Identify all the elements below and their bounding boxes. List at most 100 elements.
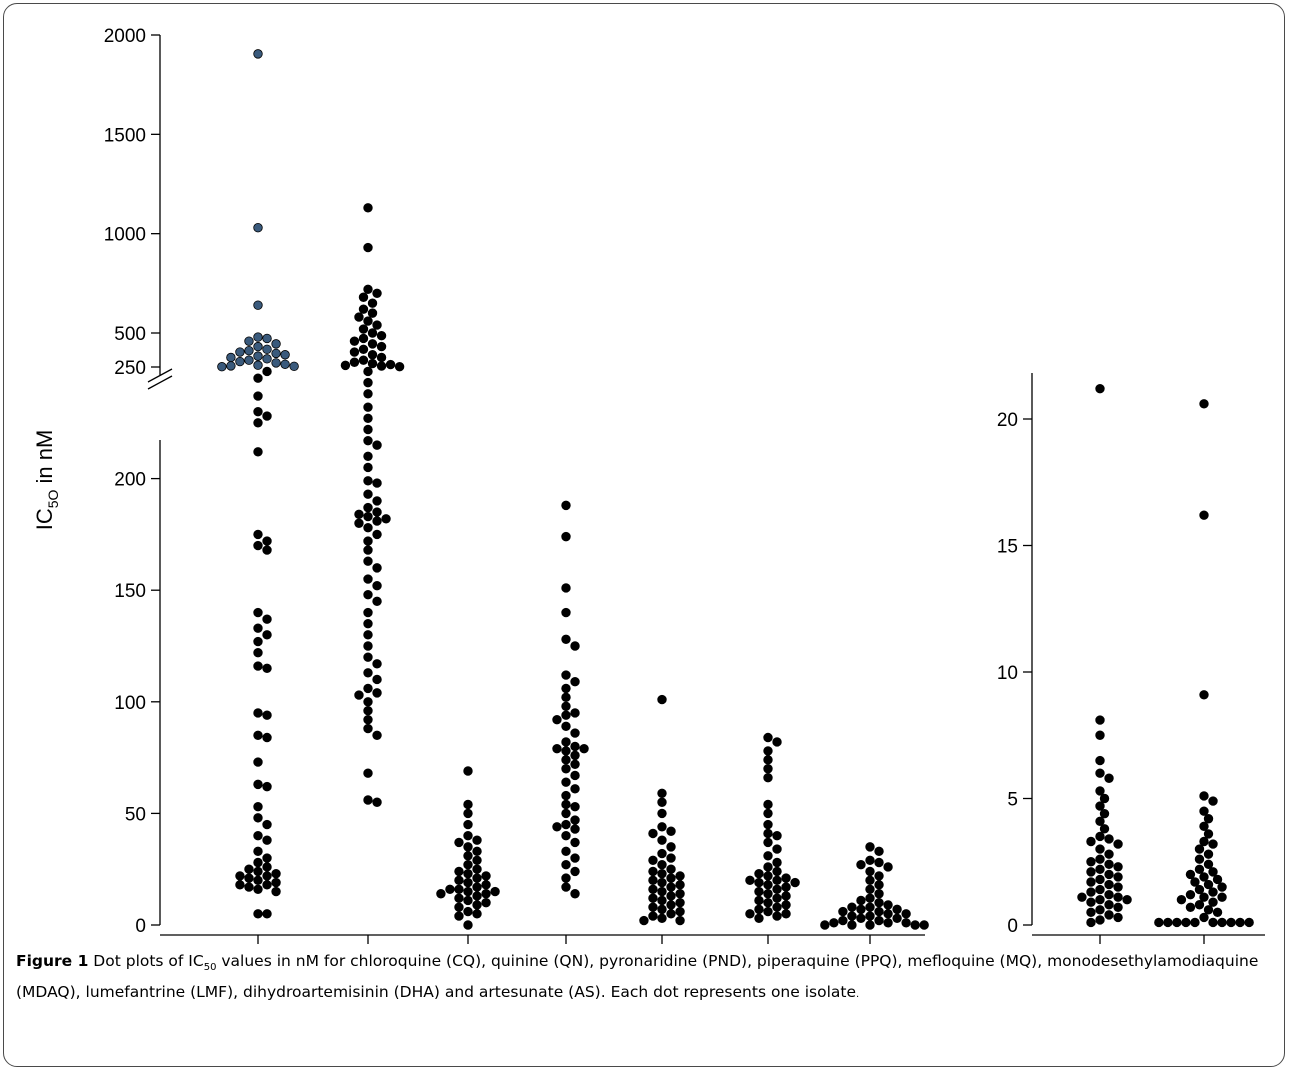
data-point: [262, 880, 272, 890]
data-point: [1199, 821, 1209, 832]
data-point: [1095, 801, 1105, 811]
data-point: [363, 284, 373, 294]
data-point: [1235, 917, 1245, 928]
data-point: [262, 536, 272, 546]
data-point: [675, 906, 685, 917]
data-point: [472, 909, 482, 919]
data-point: [883, 918, 893, 928]
data-point: [1095, 905, 1105, 915]
data-point: [1113, 902, 1123, 912]
data-point: [253, 884, 263, 894]
data-point: [1203, 814, 1214, 824]
y-tick-label: 500: [114, 324, 146, 345]
data-point: [874, 880, 884, 890]
data-point: [253, 779, 263, 790]
data-point: [1212, 874, 1223, 885]
data-point: [763, 799, 773, 810]
data-point: [472, 864, 482, 874]
data-point: [463, 886, 473, 897]
data-point: [1199, 791, 1209, 801]
data-point: [1077, 892, 1087, 902]
data-point: [856, 895, 866, 906]
data-point: [561, 755, 571, 765]
data-point: [253, 623, 263, 633]
data-point: [1086, 836, 1096, 847]
data-point: [1199, 836, 1209, 847]
data-point: [1190, 917, 1200, 928]
data-point: [1194, 900, 1205, 910]
data-point: [883, 862, 893, 872]
data-point: [481, 889, 491, 899]
data-point: [570, 802, 580, 812]
data-point: [244, 336, 254, 346]
data-point: [763, 897, 773, 908]
data-point: [1199, 806, 1209, 816]
data-point: [754, 868, 764, 879]
data-point: [1194, 854, 1205, 864]
data-point: [883, 900, 893, 910]
data-point: [856, 913, 866, 924]
data-point: [865, 911, 875, 921]
data-point: [481, 871, 491, 881]
data-point: [763, 851, 773, 861]
data-point: [454, 902, 464, 912]
data-point: [253, 636, 263, 647]
data-point: [354, 690, 364, 700]
data-point: [454, 837, 464, 848]
data-point: [271, 339, 281, 349]
data-point: [763, 808, 773, 819]
data-point: [472, 891, 482, 901]
data-point: [561, 746, 571, 756]
data-point: [1208, 796, 1218, 806]
data-point: [570, 728, 580, 738]
data-point: [253, 341, 263, 352]
data-point: [363, 683, 373, 694]
data-point: [1086, 917, 1096, 928]
data-point: [372, 688, 382, 698]
data-point: [648, 828, 658, 839]
data-point: [1095, 730, 1105, 740]
data-point: [781, 900, 791, 910]
data-point: [754, 904, 764, 915]
data-point: [657, 886, 667, 897]
data-point: [363, 316, 373, 326]
data-point: [253, 391, 263, 401]
data-point: [552, 743, 562, 754]
data-point: [376, 331, 387, 341]
data-point: [561, 846, 571, 857]
data-point: [666, 826, 676, 836]
data-point: [1113, 862, 1123, 872]
data-point: [883, 909, 893, 919]
data-point: [280, 350, 290, 360]
data-point: [262, 614, 272, 624]
data-point: [262, 871, 272, 881]
data-point: [657, 895, 667, 906]
data-point: [372, 674, 382, 685]
data-point: [666, 864, 676, 874]
data-point: [253, 647, 263, 658]
data-point: [363, 768, 373, 778]
data-point: [354, 312, 364, 322]
data-point: [919, 920, 929, 930]
data-point: [481, 880, 491, 890]
data-point: [271, 868, 281, 879]
y-tick-label: 150: [114, 581, 146, 602]
data-point: [363, 697, 373, 707]
data-point: [1154, 917, 1164, 928]
data-point: [847, 920, 857, 930]
data-point: [454, 875, 464, 886]
data-point: [1203, 829, 1214, 839]
data-point: [1212, 907, 1223, 918]
data-point: [1104, 869, 1114, 880]
data-point: [1172, 917, 1182, 928]
data-point: [901, 909, 911, 919]
data-point: [253, 529, 263, 540]
data-point: [901, 918, 911, 928]
data-point: [865, 842, 875, 852]
data-point: [436, 889, 446, 899]
data-point: [561, 764, 571, 774]
data-point: [253, 866, 263, 877]
data-point: [561, 799, 571, 810]
data-point: [363, 203, 373, 213]
